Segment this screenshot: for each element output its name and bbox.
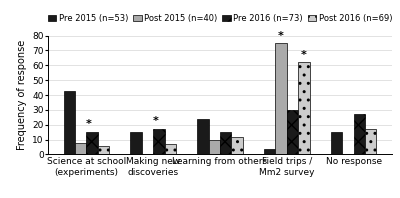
Bar	[86, 132, 98, 154]
Bar	[220, 132, 231, 154]
Bar	[75, 143, 86, 154]
Bar	[64, 91, 75, 154]
Bar	[276, 43, 287, 154]
Legend: Pre 2015 (n=53), Post 2015 (n=40), Pre 2016 (n=73), Post 2016 (n=69): Pre 2015 (n=53), Post 2015 (n=40), Pre 2…	[48, 14, 392, 23]
Text: *: *	[153, 116, 159, 126]
Bar	[287, 110, 298, 154]
Y-axis label: Frequency of response: Frequency of response	[17, 40, 27, 150]
Text: *: *	[301, 50, 307, 60]
Bar	[164, 144, 176, 154]
Bar	[354, 114, 365, 154]
Bar	[209, 140, 220, 154]
Bar	[264, 148, 276, 154]
Bar	[331, 132, 342, 154]
Bar	[365, 129, 376, 154]
Text: *: *	[278, 31, 284, 41]
Bar	[231, 137, 243, 154]
Bar	[197, 119, 209, 154]
Bar	[98, 146, 109, 154]
Bar	[130, 132, 142, 154]
Bar	[298, 62, 310, 154]
Text: *: *	[86, 119, 92, 129]
Bar	[153, 129, 164, 154]
